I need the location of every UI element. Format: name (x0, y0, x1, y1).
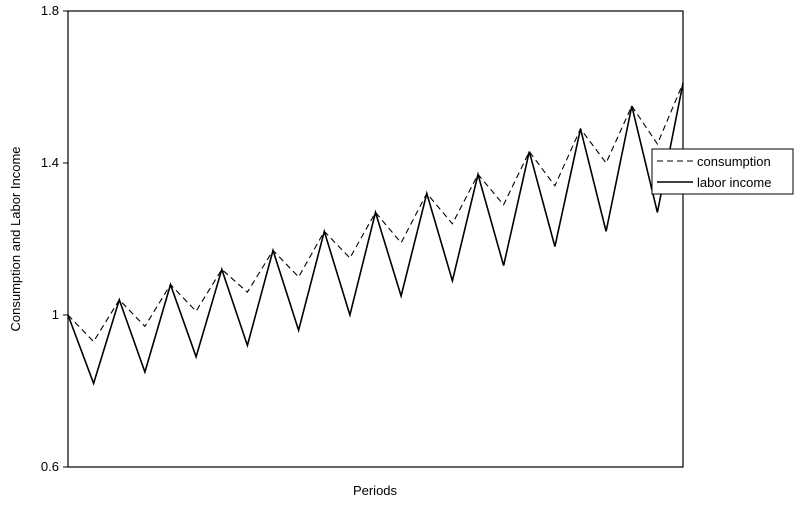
y-tick-label: 1.4 (41, 155, 59, 170)
plot-area (67, 10, 684, 468)
legend-label-consumption: consumption (697, 154, 771, 169)
y-tick-label: 0.6 (41, 459, 59, 474)
series-line-labor-income (67, 83, 684, 386)
y-axis-title: Consumption and Labor Income (8, 146, 23, 331)
y-tick-label: 1 (52, 307, 59, 322)
legend: consumption labor income (651, 148, 794, 195)
y-axis-ticks: 0.6 1 1.4 1.8 (41, 3, 68, 474)
legend-label-labor-income: labor income (697, 175, 771, 190)
legend-box (651, 148, 794, 195)
y-tick-label: 1.8 (41, 3, 59, 18)
x-axis-title: Periods (353, 483, 398, 498)
series-layer (67, 82, 684, 386)
